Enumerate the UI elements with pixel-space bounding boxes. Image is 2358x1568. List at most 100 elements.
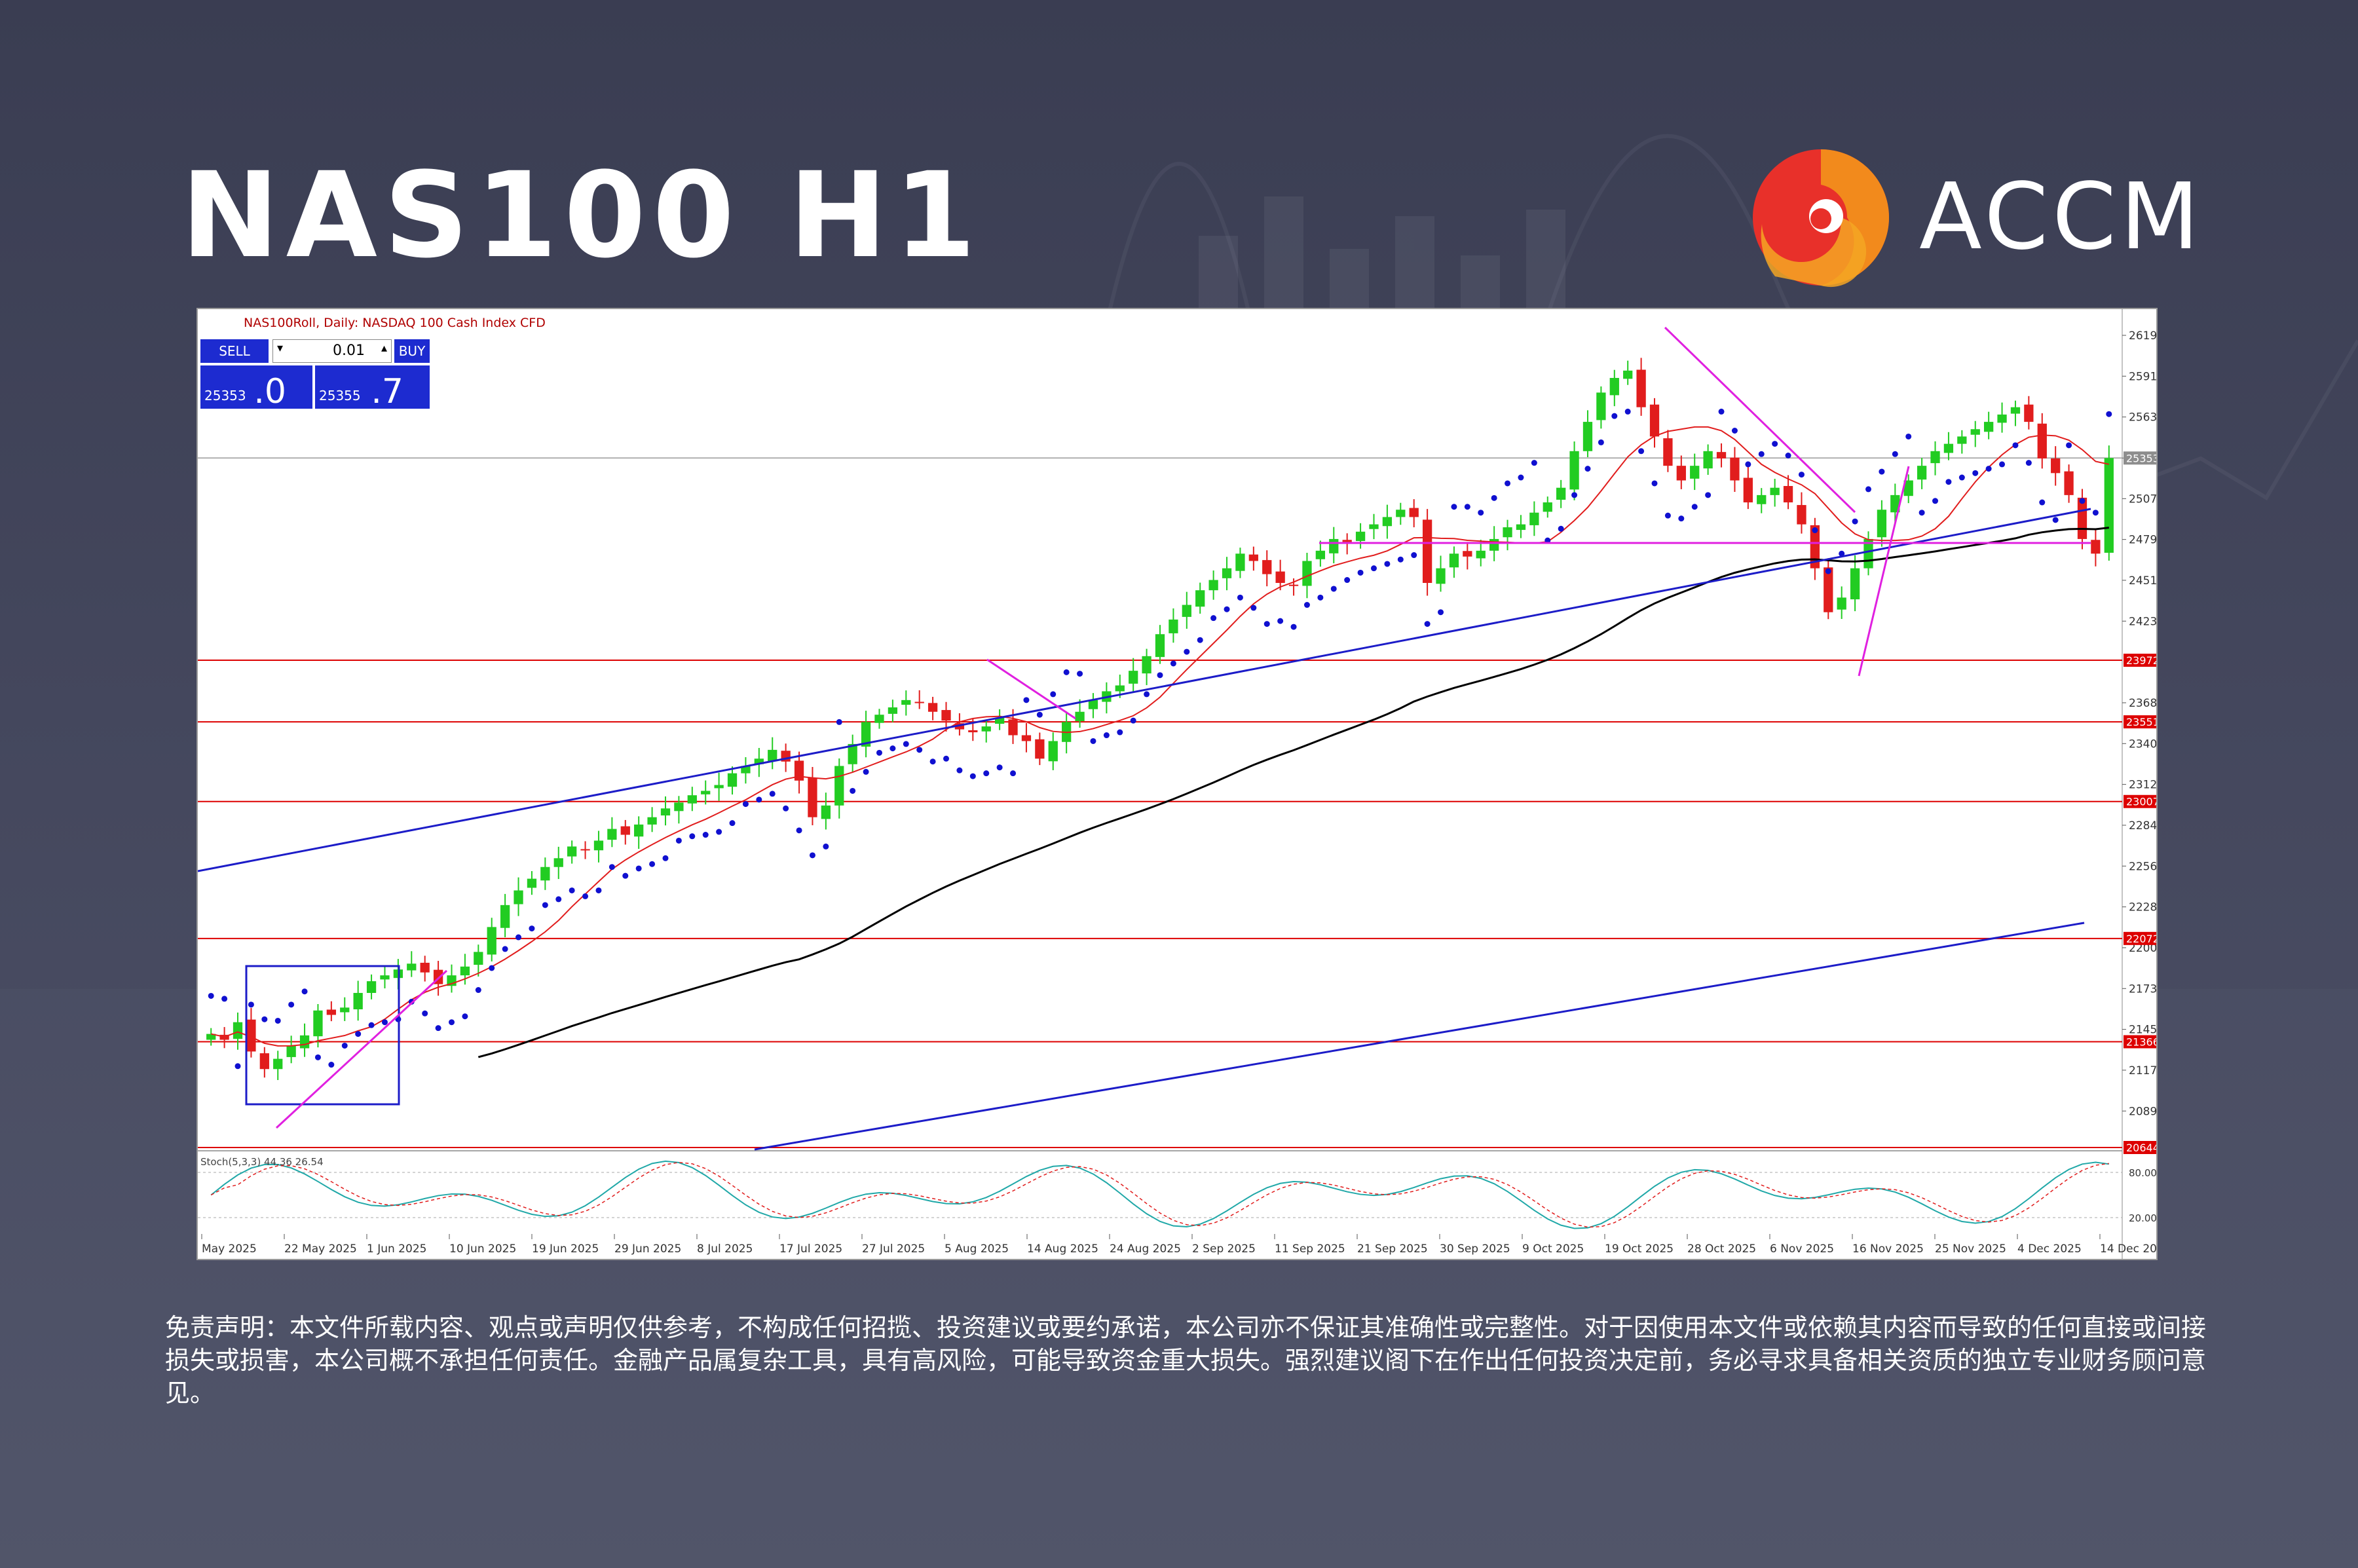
- bearish-candle: [1409, 508, 1419, 517]
- sar-dot: [1798, 472, 1805, 478]
- bullish-candle: [233, 1022, 243, 1039]
- sar-dot: [1945, 479, 1952, 485]
- sar-dot: [555, 896, 562, 903]
- bullish-candle: [2104, 458, 2114, 553]
- sar-dot: [929, 758, 936, 765]
- sar-dot: [234, 1063, 241, 1070]
- bullish-candle: [888, 707, 898, 714]
- y-tick-label: 21730.0: [2129, 982, 2156, 996]
- y-tick-label: 24239.2: [2129, 615, 2156, 628]
- bullish-candle: [1850, 568, 1860, 600]
- one-click-trading-panel[interactable]: SELL ▾ 0.01 ▴ BUY 25353 .0 25355 .7: [200, 339, 430, 413]
- bearish-candle: [1008, 719, 1018, 736]
- bullish-candle: [487, 927, 496, 955]
- sar-dot: [1144, 691, 1150, 698]
- bullish-candle: [660, 808, 671, 816]
- bullish-candle: [1596, 392, 1606, 420]
- bearish-candle: [580, 849, 590, 851]
- y-tick-label: 24796.8: [2129, 534, 2156, 547]
- short-moving-average: [210, 426, 2110, 1047]
- sar-dot: [1157, 672, 1163, 679]
- bullish-candle: [1943, 443, 1954, 453]
- sar-dot: [1958, 474, 1965, 481]
- sar-dot: [1117, 729, 1123, 736]
- y-tick-label: 24518.0: [2129, 574, 2156, 588]
- lot-spinner-icon[interactable]: ▴: [381, 341, 387, 355]
- x-tick-label: May 2025: [202, 1242, 257, 1256]
- sar-dot: [876, 749, 882, 756]
- sar-dot: [729, 820, 736, 827]
- bearish-candle: [326, 1009, 336, 1015]
- long-moving-average: [477, 527, 2109, 1058]
- sar-dot: [1036, 711, 1043, 718]
- chart-canvas[interactable]: 26190.825912.025633.225353.025075.624796…: [198, 309, 2156, 1259]
- sar-dot: [1063, 669, 1070, 675]
- buy-price-box[interactable]: 25355 .7: [315, 365, 430, 409]
- bullish-candle: [1757, 495, 1767, 504]
- stoch-d-line: [210, 1161, 2109, 1228]
- page-title: NAS100 H1: [181, 147, 982, 284]
- bullish-candle: [514, 890, 523, 905]
- bullish-candle: [1543, 502, 1552, 512]
- bearish-candle: [808, 777, 817, 817]
- x-tick-label: 14 Dec 2025: [2100, 1242, 2156, 1256]
- sar-dot: [742, 801, 749, 808]
- bearish-candle: [2064, 471, 2074, 495]
- sar-dot: [943, 755, 950, 762]
- bearish-candle: [1035, 739, 1045, 759]
- sar-dot: [221, 996, 228, 1002]
- sar-dot: [1972, 470, 1979, 476]
- bullish-candle: [1609, 378, 1619, 396]
- bearish-candle: [941, 710, 951, 721]
- sell-price-box[interactable]: 25353 .0: [200, 365, 312, 409]
- sar-dot: [1932, 498, 1939, 504]
- bullish-candle: [1703, 451, 1713, 469]
- sar-dot: [1263, 621, 1270, 627]
- brand-logo: ACCM: [1749, 145, 2199, 289]
- disclaimer-text: 免责声明：本文件所载内容、观点或声明仅供参考，不构成任何招揽、投资建议或要约承诺…: [165, 1313, 2207, 1408]
- bullish-candle: [861, 722, 871, 747]
- sar-dot: [1584, 466, 1591, 472]
- bearish-candle: [968, 730, 978, 733]
- bearish-candle: [914, 701, 924, 703]
- sar-dot: [662, 855, 669, 861]
- stoch-label: Stoch(5,3,3) 44.36 26.54: [200, 1156, 324, 1168]
- x-tick-label: 11 Sep 2025: [1275, 1242, 1345, 1256]
- sar-dot: [2092, 510, 2099, 516]
- x-tick-label: 10 Jun 2025: [449, 1242, 516, 1256]
- sar-dot: [1424, 621, 1431, 627]
- lot-dropdown-icon[interactable]: ▾: [277, 341, 284, 355]
- sar-dot: [1237, 594, 1243, 601]
- sar-dot: [1571, 492, 1578, 498]
- x-tick-label: 30 Sep 2025: [1440, 1242, 1510, 1256]
- sar-dot: [1438, 609, 1444, 616]
- bullish-candle: [380, 975, 390, 980]
- x-tick-label: 6 Nov 2025: [1770, 1242, 1834, 1256]
- lot-size-input[interactable]: ▾ 0.01 ▴: [272, 339, 392, 363]
- bullish-candle: [848, 743, 857, 764]
- sar-dot: [1999, 461, 2006, 468]
- bearish-candle: [2024, 404, 2034, 422]
- sar-dot: [1638, 448, 1645, 455]
- bearish-candle: [1743, 477, 1753, 503]
- buy-button[interactable]: BUY: [394, 339, 430, 363]
- sar-dot: [449, 1019, 455, 1026]
- sar-dot: [702, 832, 709, 838]
- sar-dot: [1010, 770, 1017, 777]
- pattern-line: [986, 658, 1076, 720]
- bullish-candle: [474, 952, 483, 965]
- bullish-candle: [1503, 527, 1512, 538]
- bearish-candle: [1676, 466, 1686, 481]
- x-tick-label: 16 Nov 2025: [1852, 1242, 1924, 1256]
- sar-dot: [1290, 624, 1297, 630]
- sar-dot: [1505, 480, 1511, 487]
- bullish-candle: [286, 1045, 296, 1057]
- sar-dot: [1210, 615, 1217, 622]
- sar-dot: [608, 864, 615, 870]
- sell-button[interactable]: SELL: [200, 339, 269, 363]
- price-chart[interactable]: 26190.825912.025633.225353.025075.624796…: [196, 308, 2158, 1260]
- y-tick-label: 22008.8: [2129, 942, 2156, 955]
- sar-dot: [595, 887, 602, 893]
- level-price-label: 23551.3: [2126, 716, 2156, 728]
- sar-dot: [462, 1013, 468, 1020]
